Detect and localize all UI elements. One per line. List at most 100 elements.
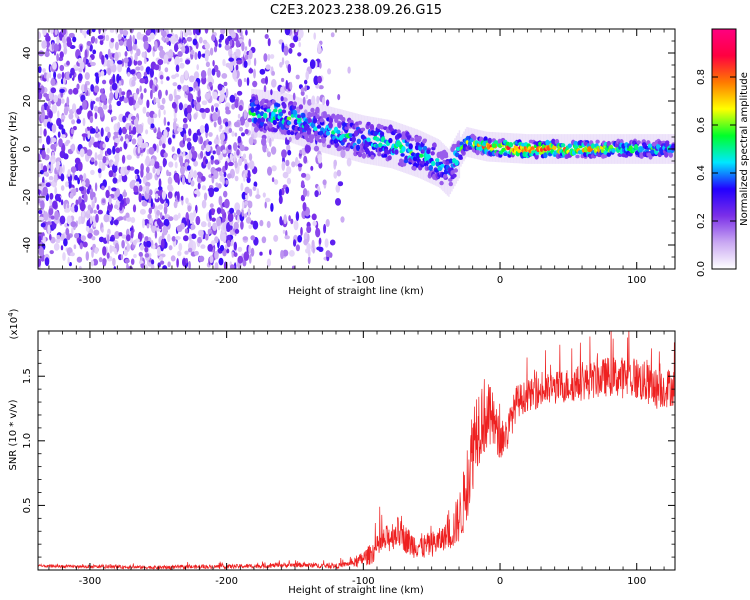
heatmap-cell	[132, 239, 137, 246]
heatmap-cell	[220, 208, 226, 215]
heatmap-cell	[342, 138, 347, 143]
heatmap-cell	[292, 109, 297, 115]
heatmap-cell	[145, 155, 150, 166]
heatmap-cell	[573, 134, 575, 164]
heatmap-cell	[187, 205, 192, 212]
heatmap-cell	[157, 59, 164, 66]
heatmap-cell	[174, 43, 179, 53]
heatmap-cell	[183, 29, 189, 38]
heatmap-cell	[53, 173, 58, 183]
heatmap-cell	[111, 187, 117, 192]
heatmap-cell	[207, 161, 211, 170]
heatmap-cell	[88, 140, 92, 148]
heatmap-cell	[207, 221, 212, 228]
heatmap-cell	[336, 129, 341, 135]
heatmap-cell	[458, 154, 463, 160]
heatmap-cell	[140, 92, 144, 100]
heatmap-cell	[306, 225, 312, 234]
heatmap-cell	[502, 132, 504, 163]
heatmap-cell	[182, 150, 186, 157]
heatmap-cell	[304, 123, 309, 130]
heatmap-cell	[69, 73, 72, 79]
heatmap-cell	[93, 209, 97, 214]
heatmap-cell	[118, 232, 123, 237]
heatmap-cell	[140, 149, 143, 154]
heatmap-cell	[66, 60, 70, 66]
heatmap-cell	[313, 130, 319, 137]
heatmap-cell	[278, 111, 284, 117]
heatmap-cell	[351, 136, 356, 143]
heatmap-cell	[376, 117, 378, 166]
heatmap-cell	[78, 216, 82, 225]
heatmap-cell	[212, 91, 215, 97]
heatmap-cell	[303, 232, 309, 242]
heatmap-cell	[60, 245, 64, 251]
heatmap-cell	[303, 238, 309, 246]
heatmap-cell	[380, 118, 382, 167]
heatmap-cell	[273, 234, 279, 242]
heatmap-cell	[297, 163, 303, 168]
heatmap-cell	[348, 133, 353, 138]
heatmap-cell	[243, 173, 246, 182]
x-tick-label: 0	[497, 275, 503, 286]
heatmap-cell	[267, 90, 270, 139]
heatmap-cell	[74, 174, 78, 181]
heatmap-cell	[70, 67, 75, 76]
heatmap-cell	[186, 104, 192, 114]
heatmap-cell	[120, 254, 124, 260]
heatmap-cell	[290, 131, 295, 136]
heatmap-cell	[158, 45, 164, 51]
heatmap-cell	[41, 40, 47, 49]
heatmap-cell	[86, 149, 93, 157]
heatmap-cell	[325, 250, 331, 258]
heatmap-cell	[127, 71, 131, 77]
heatmap-cell	[288, 136, 292, 143]
heatmap-cell	[146, 223, 150, 229]
heatmap-cell	[50, 87, 57, 94]
heatmap-cell	[56, 35, 60, 45]
heatmap-cell	[126, 154, 132, 160]
heatmap-cell	[128, 125, 132, 133]
heatmap-cell	[127, 266, 133, 269]
heatmap-cell	[217, 183, 222, 189]
heatmap-cell	[241, 132, 245, 137]
heatmap-cell	[290, 115, 295, 126]
heatmap-cell	[223, 171, 227, 178]
heatmap-cell	[53, 43, 59, 52]
heatmap-cell	[121, 154, 126, 164]
heatmap-cell	[78, 265, 82, 269]
heatmap-cell	[50, 78, 56, 86]
heatmap-cell	[389, 120, 391, 168]
heatmap-cell	[247, 201, 253, 209]
heatmap-cell	[168, 161, 174, 168]
heatmap-cell	[315, 60, 318, 69]
heatmap-cell	[248, 245, 251, 255]
heatmap-cell	[173, 154, 178, 161]
heatmap-cell	[419, 153, 424, 158]
heatmap-cell	[42, 68, 46, 73]
heatmap-cell	[302, 96, 306, 105]
heatmap-cell	[239, 144, 245, 152]
heatmap-cell	[218, 195, 223, 206]
heatmap-cell	[226, 239, 231, 248]
heatmap-cell	[231, 103, 236, 110]
heatmap-cell	[49, 192, 54, 200]
x-tick-label: -200	[215, 275, 238, 286]
heatmap-cell	[248, 153, 253, 162]
heatmap-cell	[370, 116, 372, 165]
heatmap-cell	[450, 170, 455, 175]
heatmap-cell	[62, 252, 66, 261]
heatmap-cell	[229, 264, 235, 269]
heatmap-cell	[134, 103, 140, 109]
heatmap-cell	[284, 60, 290, 66]
heatmap-cell	[205, 158, 209, 164]
heatmap-cell	[101, 29, 108, 32]
heatmap-cell	[91, 249, 94, 258]
heatmap-cell	[108, 170, 114, 178]
heatmap-cell	[122, 115, 127, 123]
heatmap-cell	[448, 158, 454, 164]
heatmap-cell	[159, 74, 164, 80]
heatmap-cell	[327, 68, 332, 75]
heatmap-cell	[295, 74, 300, 80]
heatmap-cell	[306, 130, 312, 135]
